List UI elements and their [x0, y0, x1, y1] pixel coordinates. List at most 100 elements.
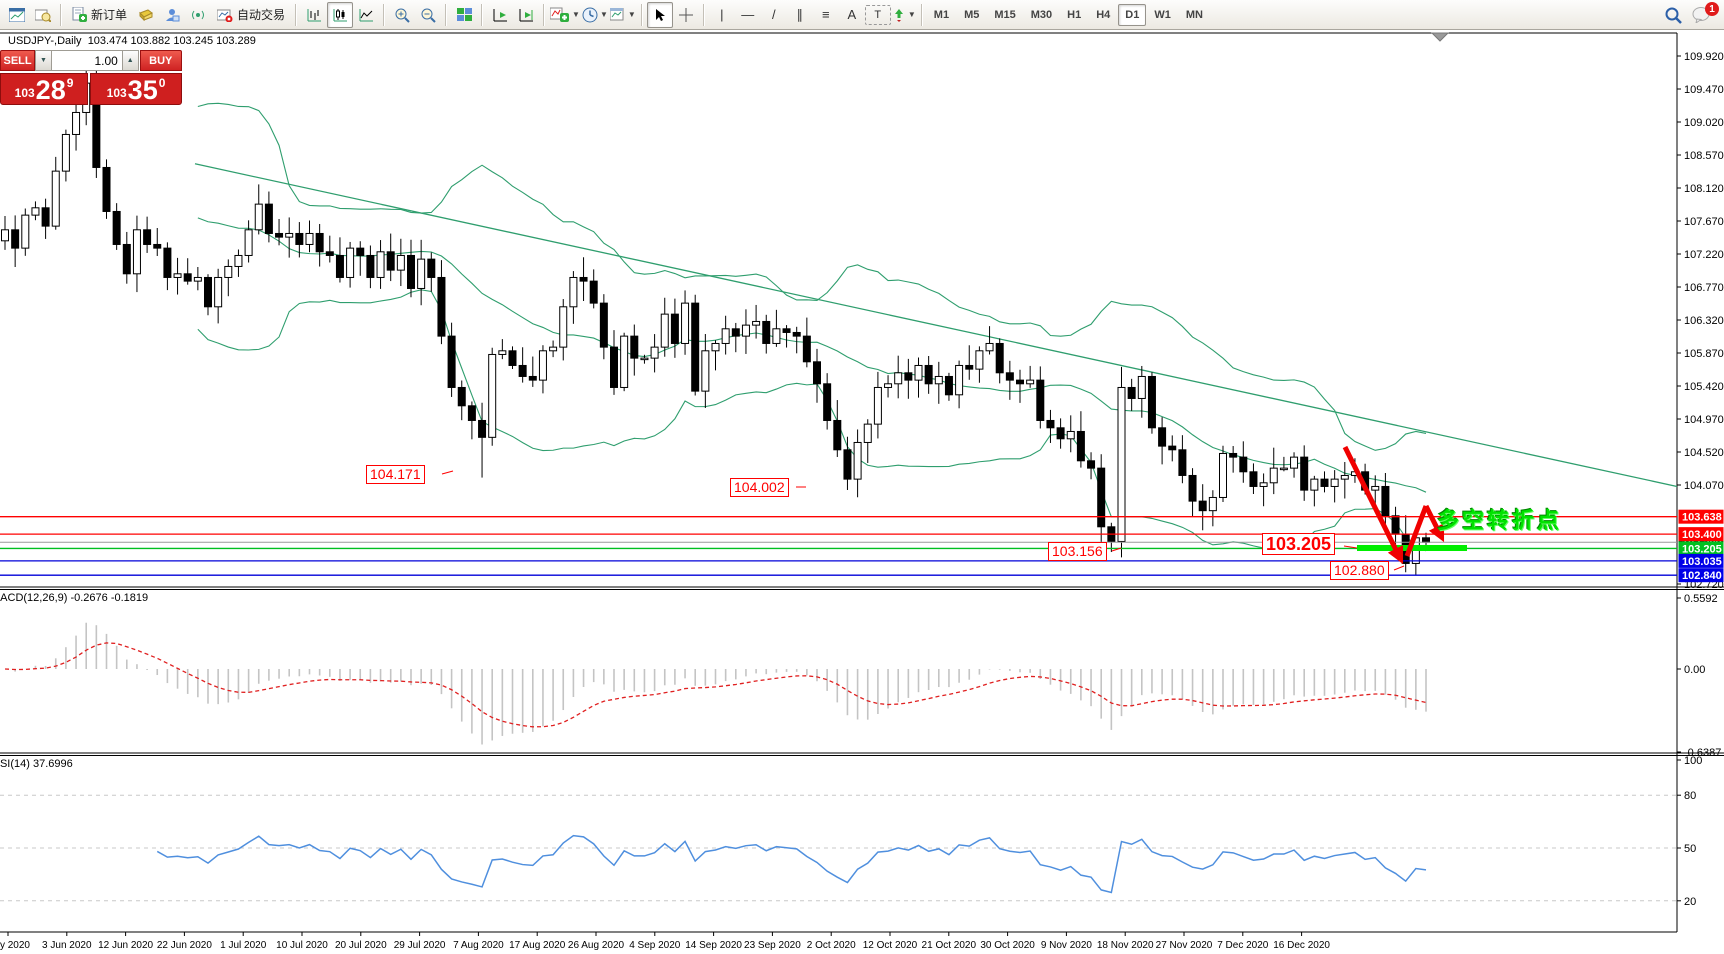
price-annotation[interactable]: 104.002 — [730, 478, 789, 497]
text-label-icon[interactable]: T — [864, 4, 891, 25]
search-icon[interactable] — [1664, 6, 1682, 24]
down-arrow-marker[interactable] — [1430, 32, 1450, 42]
candle-body — [1259, 482, 1268, 487]
candle-body — [183, 273, 192, 282]
history-center-icon[interactable] — [133, 2, 159, 28]
svg-text:106.770: 106.770 — [1684, 282, 1724, 294]
candle-body — [620, 335, 629, 388]
arrows-tool-icon[interactable]: ▼ — [891, 2, 917, 28]
svg-text:104.970: 104.970 — [1684, 414, 1724, 426]
fibonacci-icon[interactable]: ≡ — [822, 7, 830, 22]
new-order-button[interactable]: 新订单 — [66, 3, 133, 27]
candle-body — [721, 328, 730, 344]
chart-shift-icon[interactable] — [513, 2, 539, 28]
signals-icon[interactable] — [185, 2, 211, 28]
candle-body — [853, 441, 862, 480]
auto-scroll-icon[interactable] — [487, 2, 513, 28]
channel-icon[interactable]: ∥ — [796, 6, 804, 22]
candlestick-chart-icon[interactable] — [327, 1, 354, 28]
cursor-icon[interactable] — [646, 1, 673, 28]
toolbar-separator — [481, 3, 484, 26]
candle-body — [31, 207, 40, 216]
sell-button[interactable]: SELL — [0, 50, 36, 71]
templates-icon[interactable]: ▼ — [609, 2, 637, 28]
red-arrow-annotation[interactable] — [1342, 445, 1445, 565]
candle-body — [264, 203, 273, 234]
chart-profiles-icon[interactable] — [30, 2, 56, 28]
new-chart-icon[interactable] — [4, 2, 30, 28]
timeframe-m15[interactable]: M15 — [994, 8, 1016, 21]
timeframe-h4[interactable]: H4 — [1096, 8, 1111, 21]
candle-body — [569, 276, 578, 308]
autotrading-button[interactable]: 自动交易 — [211, 3, 291, 27]
timeframe-m1[interactable]: M1 — [933, 8, 950, 21]
candle-body — [538, 350, 547, 381]
buy-button[interactable]: BUY — [139, 50, 183, 71]
bar-chart-icon[interactable] — [301, 2, 327, 28]
candle-body — [437, 276, 446, 337]
volume-input[interactable] — [51, 50, 122, 71]
periods-icon[interactable]: ▼ — [581, 2, 609, 28]
chat-icon[interactable]: 1 — [1692, 2, 1719, 23]
sell-price-button[interactable]: 103 28 9 — [0, 73, 89, 105]
volume-increase-button[interactable]: ▲ — [121, 50, 139, 71]
price-annotation[interactable]: 102.880 — [1330, 561, 1389, 580]
candle-body — [1097, 467, 1106, 528]
tile-windows-icon[interactable] — [451, 2, 477, 28]
candle-body — [467, 405, 476, 421]
candle-body — [670, 313, 679, 344]
volume-decrease-button[interactable]: ▼ — [35, 50, 52, 71]
buy-price-button[interactable]: 103 35 0 — [90, 73, 182, 105]
price-annotation[interactable]: 103.156 — [1048, 542, 1107, 561]
horizontal-line-icon[interactable]: — — [741, 7, 755, 22]
descending-trendline[interactable] — [194, 163, 1678, 488]
date-label: 7 Dec 2020 — [1217, 940, 1269, 951]
candle-body — [1056, 427, 1065, 440]
indicators-icon[interactable]: ▼ — [549, 2, 581, 28]
expert-advisors-icon[interactable] — [159, 2, 185, 28]
line-chart-icon[interactable] — [353, 2, 379, 28]
date-label: 4 Sep 2020 — [629, 940, 681, 951]
timeframe-d1[interactable]: D1 — [1118, 3, 1147, 26]
zoom-out-icon[interactable] — [415, 2, 441, 28]
date-axis[interactable]: May 2020 3 Jun 2020 12 Jun 2020 22 Jun 2020… — [0, 932, 1330, 951]
candle-body — [112, 210, 121, 245]
price-axis[interactable]: 109.920 109.470 109.020 108.570 108.120 107.6… — [1677, 51, 1724, 591]
candle-body — [1127, 386, 1136, 399]
macd-pane: 0.5592 0.00 -0.6387 — [4, 593, 1721, 759]
timeframe-mn[interactable]: MN — [1185, 8, 1203, 21]
chart-area[interactable]: 109.920 109.470 109.020 108.570 108.120 107.6… — [0, 30, 1724, 954]
chevron-down-icon: ▼ — [907, 10, 916, 19]
vertical-line-icon[interactable]: | — [720, 7, 724, 22]
candle-body — [934, 375, 943, 385]
toolbar-separator — [640, 3, 643, 26]
candle-body — [762, 320, 771, 344]
price-annotation[interactable]: 104.171 — [366, 465, 425, 484]
svg-text:109.470: 109.470 — [1684, 84, 1724, 96]
candle-body — [427, 258, 436, 278]
candle-body — [1087, 460, 1096, 469]
candle-body — [599, 302, 608, 348]
candle-body — [1188, 474, 1197, 502]
candle-body — [335, 254, 344, 278]
timeframe-h1[interactable]: H1 — [1067, 8, 1082, 21]
candle-body — [782, 328, 791, 333]
timeframe-m30[interactable]: M30 — [1030, 8, 1053, 21]
bollinger-lower — [197, 289, 1427, 552]
price-annotation[interactable]: 103.205 — [1262, 533, 1336, 555]
candle-body — [965, 364, 974, 370]
toolbar-separator — [702, 3, 705, 26]
trendline-icon[interactable]: / — [771, 7, 776, 22]
candle-body — [630, 335, 639, 359]
candle-body — [1026, 379, 1035, 385]
pane-borders — [0, 32, 1724, 933]
chart-canvas[interactable]: 109.920 109.470 109.020 108.570 108.120 107.6… — [0, 30, 1724, 954]
candle-body — [985, 342, 994, 352]
turning-point-annotation[interactable]: 多空转折点 — [1437, 508, 1563, 533]
toolbar-separator — [60, 3, 62, 26]
zoom-in-icon[interactable] — [389, 2, 415, 28]
text-tool-icon[interactable]: A — [847, 7, 857, 22]
timeframe-m5[interactable]: M5 — [964, 8, 980, 21]
crosshair-icon[interactable] — [673, 2, 699, 28]
timeframe-w1[interactable]: W1 — [1154, 8, 1171, 21]
